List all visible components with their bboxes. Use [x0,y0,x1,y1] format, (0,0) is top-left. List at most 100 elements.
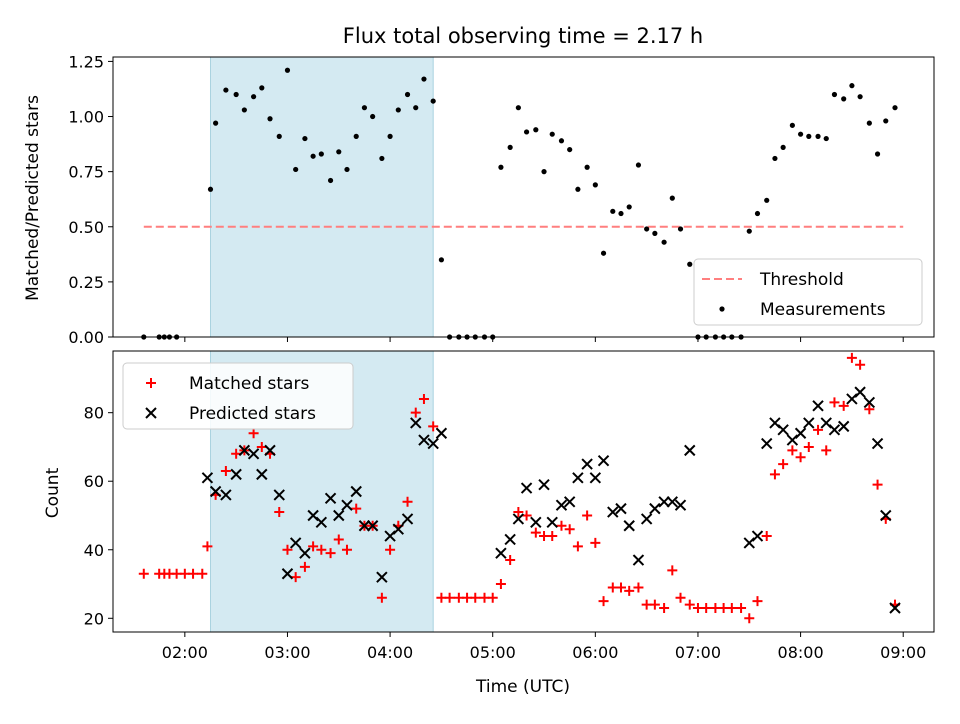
bottom-y-axis-label: Count [43,467,63,518]
predicted-stars-point [597,454,610,467]
measurement-point [892,105,898,111]
legend-box [122,362,354,430]
measurement-point [293,166,299,173]
x-tick-label: 04:00 [367,643,413,662]
predicted-stars-point [563,496,576,508]
predicted-stars-point [520,482,533,494]
measurement-point [831,91,838,98]
matched-stars-point [556,520,567,531]
y-tick-label: 40 [84,541,104,560]
measurement-point [395,107,401,113]
matched-stars-point [402,496,413,507]
matched-stars-point [138,568,149,579]
matched-stars-point [829,397,840,408]
legend-marker-measurements [719,306,725,312]
predicted-stars-point [812,400,824,412]
measurement-point [567,146,573,153]
matched-stars-point [615,582,626,593]
predicted-stars-point [435,427,448,439]
matched-stars-point [521,510,532,521]
predicted-stars-point [247,448,260,460]
measurement-point [883,118,889,124]
y-tick-label: 0.75 [68,163,104,182]
matched-stars-point [325,548,336,559]
matched-stars-point [231,448,242,459]
matched-stars-point [752,596,763,607]
y-tick-label: 0.50 [68,218,104,237]
measurement-point [687,261,693,267]
predicted-stars-point [256,468,268,481]
predicted-stars-point [530,516,542,529]
predicted-stars-point [684,444,696,457]
matched-stars-point [256,441,267,452]
predicted-stars-point [623,520,635,532]
measurement-point [618,210,624,217]
matched-stars-point [197,568,208,579]
measurement-point [669,195,675,201]
measurement-point [498,164,504,170]
matched-stars-point [659,603,670,614]
measurement-point [318,151,324,157]
measurement-point [302,135,308,142]
matched-stars-point [282,544,293,555]
measurement-point [361,105,368,111]
predicted-stars-point [555,499,568,511]
predicted-stars-point [315,516,328,529]
measurement-point [353,133,359,139]
predicted-stars-point [572,472,584,484]
measurement-point [815,133,821,139]
measurement-point [404,91,411,98]
matched-stars-point [505,555,516,566]
measurement-point [746,228,752,234]
matched-stars-point [530,527,541,538]
predicted-stars-point [546,516,558,529]
predicted-stars-point [863,396,876,409]
matched-stars-point [308,541,319,552]
predicted-stars-point [589,472,602,484]
matched-stars-point [376,592,387,603]
matched-stars-point [821,445,832,456]
predicted-stars-point [410,417,422,429]
top-y-axis-label: Matched/Predicted stars [23,95,43,301]
predicted-stars-point [777,424,789,436]
predicted-stars-point [581,458,593,470]
y-tick-label: 80 [84,404,104,423]
measurement-point [523,129,530,135]
measurement-point [223,87,229,93]
measurement-point [797,131,804,137]
matched-stars-point [274,507,285,518]
predicted-stars-point [264,444,276,457]
predicted-stars-point [828,424,841,436]
measurement-point [430,98,436,104]
matched-stars-point [444,592,455,603]
measurement-point [267,116,273,122]
matched-stars-point [624,585,635,596]
matched-stars-point [813,424,824,435]
legend-box [693,258,923,326]
measurement-point [379,155,385,162]
y-tick-label: 0.00 [68,328,104,347]
x-axis-label: Time (UTC) [475,677,570,697]
matched-stars-point [787,445,798,456]
matched-stars-point [769,469,780,480]
measurement-point [635,162,642,168]
predicted-stars-point [495,547,507,559]
predicted-stars-point [238,444,251,457]
y-tick-label: 60 [84,472,104,491]
matched-stars-point [684,599,695,610]
matched-stars-point [351,503,362,514]
predicted-stars-point [880,509,892,522]
matched-stars-point [590,537,601,548]
measurement-point [276,133,282,139]
measurement-point [772,155,778,162]
predicted-stars-point [803,417,815,429]
predicted-stars-point [289,537,302,549]
x-tick-label: 05:00 [470,643,516,662]
legend-label: Matched stars [189,374,309,394]
x-tick-label: 06:00 [572,643,618,662]
matched-stars-point [795,452,806,463]
measurement-point [310,153,316,159]
bottom-panel-counts: 20 40 60 80 02:00 03:00 04:00 05:00 06:00 07:00 08… [84,350,935,662]
matched-stars-point [736,603,747,614]
